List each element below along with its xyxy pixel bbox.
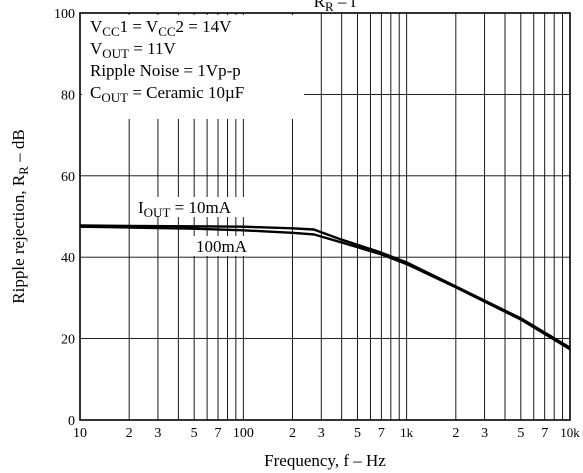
y-tick-label: 20: [61, 333, 75, 348]
x-tick-label: 2: [452, 426, 459, 441]
x-axis-label: Frequency, f – Hz: [264, 451, 386, 470]
y-tick-label: 80: [61, 88, 75, 103]
x-tick-label: 5: [191, 426, 198, 441]
chart-title: RR – f: [314, 0, 357, 14]
y-tick-label: 40: [61, 251, 75, 266]
x-tick-label: 7: [541, 426, 548, 441]
x-tick-label: 7: [215, 426, 222, 441]
x-tick-label: 2: [126, 426, 133, 441]
x-tick-label: 7: [378, 426, 385, 441]
x-tick-label: 5: [517, 426, 524, 441]
chart-title-text: RR – f: [314, 0, 357, 14]
x-tick-label: 3: [318, 426, 325, 441]
x-tick-label: 1k: [400, 425, 414, 440]
series-line-0: [80, 226, 570, 348]
y-tick-label: 0: [68, 414, 75, 429]
x-tick-label: 5: [354, 426, 361, 441]
y-axis-label-text: Ripple rejection, RR – dB: [9, 129, 31, 303]
x-tick-label: 3: [481, 426, 488, 441]
y-tick-label: 100: [54, 7, 75, 22]
series-line-1: [80, 227, 570, 350]
y-tick-label: 60: [61, 170, 75, 185]
x-tick-label: 3: [154, 426, 161, 441]
series-label-100ma: 100mA: [196, 237, 248, 256]
x-tick-label: 10k: [560, 425, 580, 440]
series-lines: [80, 226, 570, 350]
x-tick-label: 2: [289, 426, 296, 441]
condition-line: Ripple Noise = 1Vp-p: [90, 61, 241, 80]
x-tick-label: 100: [233, 426, 254, 441]
y-tick-labels: 0 20 40 60 80 100: [54, 7, 75, 429]
x-tick-labels: 10 2 3 5 7 100 2 3 5 7 1k 2 3 5 7 10k: [73, 425, 580, 441]
x-tick-label: 10: [73, 426, 87, 441]
y-axis-label: Ripple rejection, RR – dB: [9, 129, 31, 303]
